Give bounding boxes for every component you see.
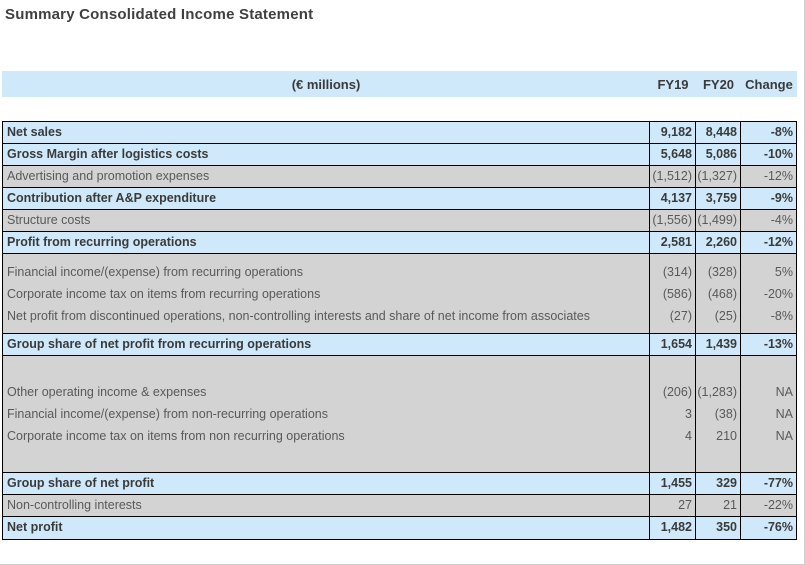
table-header-row: (€ millions) FY19 FY20 Change — [2, 71, 797, 97]
row-label: Net sales — [3, 122, 649, 143]
fy20-value: (1,327) — [695, 166, 740, 187]
row-label: Group share of net profit from recurring… — [3, 334, 649, 355]
row-label: Advertising and promotion expenses — [3, 166, 649, 187]
page-title: Summary Consolidated Income Statement — [5, 6, 313, 23]
change-value: -13% — [740, 334, 796, 355]
table-row-group-share-recurring: Group share of net profit from recurring… — [3, 334, 796, 356]
change-value: -8% — [740, 122, 796, 143]
change-value: -12% — [740, 232, 796, 253]
fy19-value: (206) — [650, 381, 692, 403]
fy19-value: 5,648 — [649, 144, 695, 165]
fy20-value: 2,260 — [695, 232, 740, 253]
row-label: Structure costs — [3, 210, 649, 231]
change-value: NA — [741, 381, 793, 403]
fy19-value: (586) — [650, 283, 692, 305]
change-value-group: NA NA NA — [740, 356, 796, 472]
table-row-nonrecurring-details: Other operating income & expenses Financ… — [3, 356, 796, 473]
row-label: Financial income/(expense) from non-recu… — [7, 403, 649, 425]
income-statement-table: Net sales 9,182 8,448 -8% Gross Margin a… — [2, 121, 797, 540]
change-value: -12% — [740, 166, 796, 187]
table-row-group-share-net-profit: Group share of net profit 1,455 329 -77% — [3, 473, 796, 495]
col-header-change: Change — [741, 77, 797, 92]
change-value: -22% — [740, 495, 796, 516]
unit-label: (€ millions) — [2, 77, 650, 92]
fy19-value: 1,455 — [649, 473, 695, 494]
fy20-value: 329 — [695, 473, 740, 494]
row-label: Contribution after A&P expenditure — [3, 188, 649, 209]
change-value: -20% — [741, 283, 793, 305]
fy20-value: 210 — [696, 425, 737, 447]
fy19-value: 4,137 — [649, 188, 695, 209]
fy19-value: (314) — [650, 261, 692, 283]
change-value: -76% — [740, 517, 796, 539]
change-value: NA — [741, 425, 793, 447]
fy19-value: 3 — [650, 403, 692, 425]
row-label: Non-controlling interests — [3, 495, 649, 516]
change-value: 5% — [741, 261, 793, 283]
fy19-value: 2,581 — [649, 232, 695, 253]
row-label: Profit from recurring operations — [3, 232, 649, 253]
fy19-value: (1,556) — [649, 210, 695, 231]
col-header-fy19: FY19 — [650, 77, 696, 92]
table-row-net-sales: Net sales 9,182 8,448 -8% — [3, 122, 796, 144]
fy20-value: 8,448 — [695, 122, 740, 143]
fy20-value: (25) — [696, 305, 737, 327]
row-label: Gross Margin after logistics costs — [3, 144, 649, 165]
fy19-value: 9,182 — [649, 122, 695, 143]
row-label-group: Financial income/(expense) from recurrin… — [3, 254, 649, 333]
fy20-value: (1,499) — [695, 210, 740, 231]
fy20-value: 5,086 — [695, 144, 740, 165]
fy20-value: (38) — [696, 403, 737, 425]
table-row-group-recurring-details: Financial income/(expense) from recurrin… — [3, 254, 796, 334]
row-label: Group share of net profit — [3, 473, 649, 494]
fy19-value: 1,654 — [649, 334, 695, 355]
change-value-group: 5% -20% -8% — [740, 254, 796, 333]
table-row-profit-recurring: Profit from recurring operations 2,581 2… — [3, 232, 796, 254]
change-value: NA — [741, 403, 793, 425]
row-label: Other operating income & expenses — [7, 381, 649, 403]
row-label: Corporate income tax on items from non r… — [7, 425, 649, 447]
page: Summary Consolidated Income Statement (€… — [0, 0, 805, 565]
fy20-value: (1,283) — [696, 381, 737, 403]
fy20-value: 3,759 — [695, 188, 740, 209]
change-value: -8% — [741, 305, 793, 327]
fy20-value: 1,439 — [695, 334, 740, 355]
fy19-value: (1,512) — [649, 166, 695, 187]
fy19-value: 4 — [650, 425, 692, 447]
row-label: Net profit — [3, 517, 649, 539]
change-value: -9% — [740, 188, 796, 209]
table-row-advertising: Advertising and promotion expenses (1,51… — [3, 166, 796, 188]
col-header-fy20: FY20 — [696, 77, 741, 92]
table-row-gross-margin: Gross Margin after logistics costs 5,648… — [3, 144, 796, 166]
table-row-net-profit: Net profit 1,482 350 -76% — [3, 517, 796, 539]
fy19-value: (27) — [650, 305, 692, 327]
row-label: Net profit from discontinued operations,… — [7, 305, 649, 327]
fy19-value-group: (314) (586) (27) — [649, 254, 695, 333]
fy20-value: 21 — [695, 495, 740, 516]
fy19-value: 1,482 — [649, 517, 695, 539]
fy19-value: 27 — [649, 495, 695, 516]
row-label: Corporate income tax on items from recur… — [7, 283, 649, 305]
table-row-structure-costs: Structure costs (1,556) (1,499) -4% — [3, 210, 796, 232]
table-row-contribution: Contribution after A&P expenditure 4,137… — [3, 188, 796, 210]
table-row-non-controlling: Non-controlling interests 27 21 -22% — [3, 495, 796, 517]
fy20-value: (328) — [696, 261, 737, 283]
row-label-group: Other operating income & expenses Financ… — [3, 356, 649, 472]
change-value: -4% — [740, 210, 796, 231]
fy20-value-group: (328) (468) (25) — [695, 254, 740, 333]
fy20-value: 350 — [695, 517, 740, 539]
row-label: Financial income/(expense) from recurrin… — [7, 261, 649, 283]
fy20-value: (468) — [696, 283, 737, 305]
fy19-value-group: (206) 3 4 — [649, 356, 695, 472]
change-value: -10% — [740, 144, 796, 165]
change-value: -77% — [740, 473, 796, 494]
fy20-value-group: (1,283) (38) 210 — [695, 356, 740, 472]
